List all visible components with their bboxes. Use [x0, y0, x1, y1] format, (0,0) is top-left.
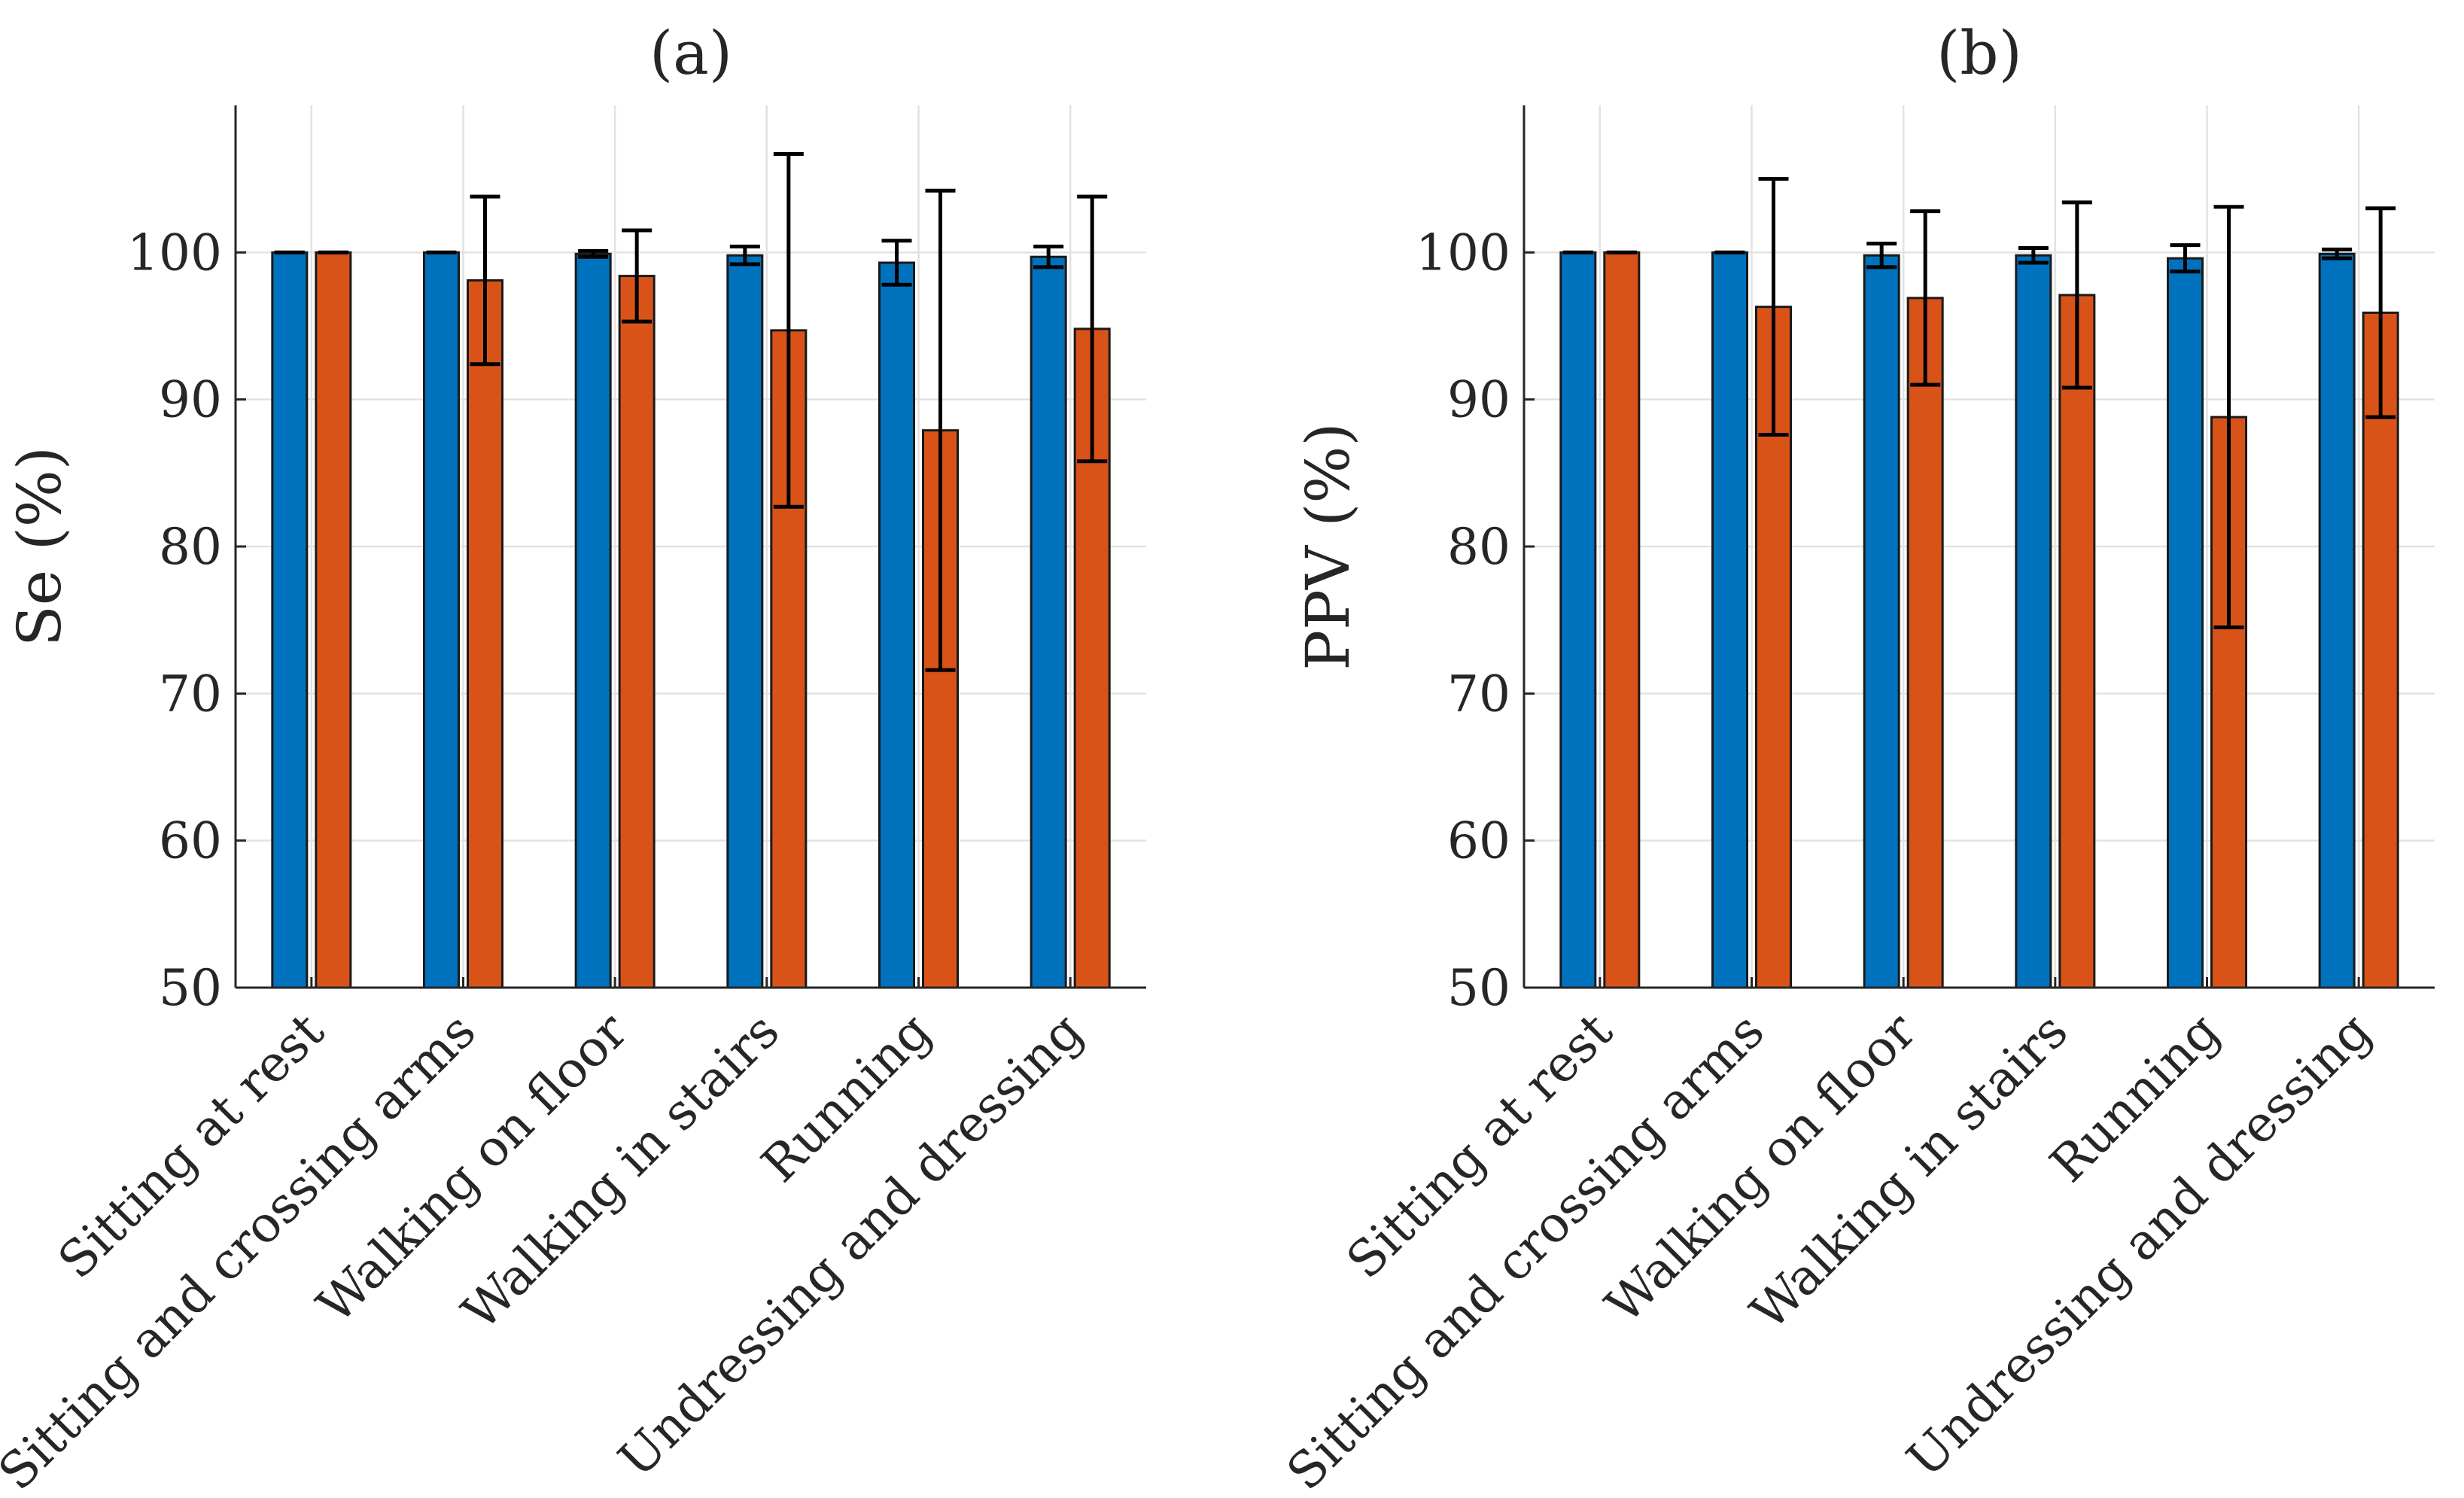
- y-tick-label: 70: [1447, 665, 1510, 723]
- error-bar: [881, 239, 912, 287]
- bar: [1906, 297, 1944, 989]
- error-bar: [1033, 245, 1064, 269]
- bar: [726, 254, 764, 989]
- error-bar: [2322, 247, 2353, 260]
- y-tick-label: 50: [1447, 959, 1510, 1017]
- error-bar: [925, 188, 956, 672]
- series-2: [1603, 177, 2399, 989]
- y-tick-label: 90: [159, 371, 222, 429]
- x-tick-label: Sitting at rest: [1336, 1002, 1624, 1290]
- y-tick-labels: 50 60 70 80 90 100: [127, 224, 246, 1017]
- error-bar: [2213, 205, 2244, 629]
- y-tick-label: 60: [159, 812, 222, 870]
- bar: [2318, 252, 2356, 989]
- bar: [1863, 254, 1900, 989]
- error-bar: [2061, 200, 2092, 390]
- bar: [618, 275, 656, 989]
- panel-title: (a): [649, 18, 732, 88]
- error-bar: [2018, 245, 2049, 265]
- y-tick-label: 70: [159, 665, 222, 723]
- bar: [467, 279, 503, 989]
- bars: [1559, 177, 2399, 989]
- y-tick-label: 100: [1416, 224, 1510, 282]
- bar: [1603, 251, 1641, 989]
- bar: [315, 251, 352, 989]
- y-tick-label: 80: [1447, 518, 1510, 576]
- error-bar: [773, 151, 804, 509]
- error-bar: [2365, 206, 2396, 419]
- error-bar: [1077, 194, 1108, 464]
- bar: [2362, 311, 2399, 989]
- error-bar: [1910, 209, 1941, 387]
- bar: [1030, 255, 1067, 989]
- grid: [1524, 105, 2435, 988]
- y-axis-label: Se (%): [5, 446, 75, 647]
- y-tick-label: 100: [127, 224, 222, 282]
- bar: [878, 261, 915, 989]
- error-bar: [729, 245, 760, 266]
- bar: [1711, 251, 1748, 989]
- error-bar: [622, 228, 653, 324]
- bar: [423, 251, 460, 989]
- y-tick-label: 90: [1447, 371, 1510, 429]
- bar: [2167, 257, 2204, 989]
- error-bar: [2170, 243, 2201, 274]
- bar: [574, 252, 612, 989]
- series-1: [1559, 242, 2356, 989]
- bar: [2015, 254, 2052, 989]
- grid: [236, 105, 1146, 988]
- bar: [271, 251, 309, 989]
- series-2: [315, 151, 1111, 989]
- y-tick-label: 60: [1447, 812, 1510, 870]
- y-tick-label: 80: [159, 518, 222, 576]
- error-bar: [1758, 177, 1789, 437]
- panel-title: (b): [1936, 18, 2022, 88]
- bars: [271, 151, 1111, 989]
- error-bar: [578, 248, 609, 259]
- x-tick-label: Sitting at rest: [47, 1002, 336, 1290]
- error-bar: [470, 194, 500, 367]
- y-tick-labels: 50 60 70 80 90 100: [1416, 224, 1535, 1017]
- series-1: [271, 239, 1067, 989]
- y-tick-label: 50: [159, 959, 222, 1017]
- bar: [2058, 294, 2096, 989]
- y-axis-label: PPV (%): [1293, 422, 1363, 670]
- bar: [1559, 251, 1597, 989]
- error-bar: [1866, 242, 1897, 269]
